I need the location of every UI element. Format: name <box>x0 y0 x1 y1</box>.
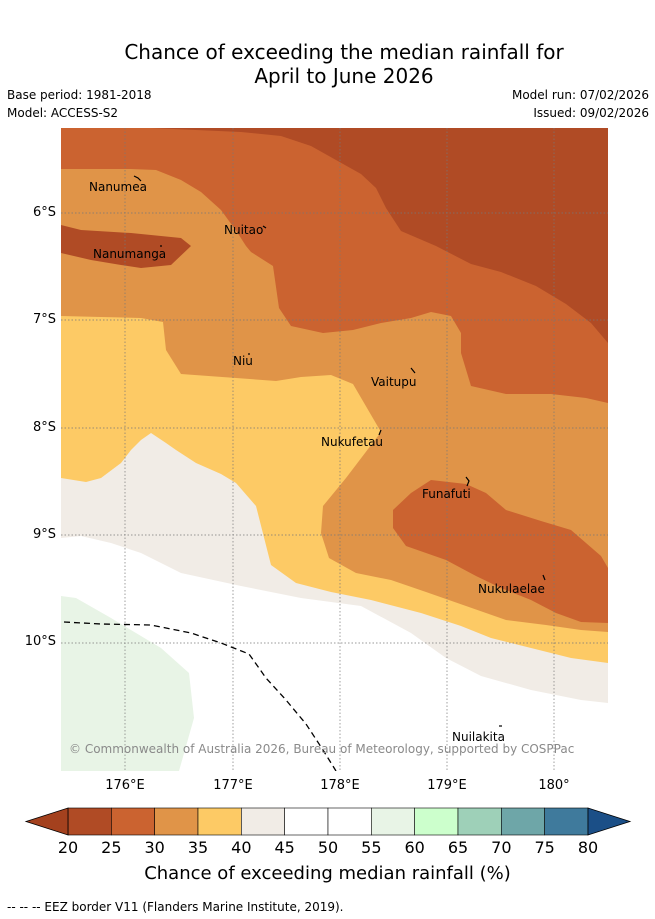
eez-border <box>63 621 337 771</box>
label-vaitupu: Vaitupu <box>371 375 417 389</box>
lon-label-177e: 177°E <box>213 778 253 793</box>
colorbar-tick-label: 25 <box>101 838 122 857</box>
colorbar-cell <box>327 807 372 836</box>
colorbar-tick-label: 65 <box>447 838 469 857</box>
copyright-notice: © Commonwealth of Australia 2026, Bureau… <box>69 742 574 756</box>
lon-label-178e: 178°E <box>320 778 360 793</box>
colorbar-over-arrow <box>587 807 632 836</box>
colorbar-tick-label: 45 <box>274 838 295 857</box>
base-period: Base period: 1981-2018 <box>7 88 152 102</box>
title-line-2: April to June 2026 <box>254 64 434 88</box>
island-nukufetau <box>378 429 382 436</box>
colorbar-tick-label: 80 <box>577 838 599 857</box>
colorbar-svg <box>24 807 632 836</box>
colorbar-tick-label: 30 <box>144 838 165 857</box>
lon-label-176e: 176°E <box>105 778 145 793</box>
island-nanumea <box>133 175 142 182</box>
lat-label-6s: 6°S <box>32 205 56 220</box>
colorbar-cell <box>241 807 285 836</box>
lon-label-179e: 179°E <box>427 778 467 793</box>
colorbar-cell <box>501 807 545 836</box>
colorbar-cell <box>197 807 242 836</box>
label-nuitao: Nuitao <box>224 223 263 237</box>
lon-label-180: 180° <box>538 778 570 793</box>
island-funafuti <box>465 476 470 487</box>
colorbar-under-arrow <box>24 807 69 836</box>
eez-footnote: -- -- -- EEZ border V11 (Flanders Marine… <box>7 900 344 914</box>
colorbar-tick-label: 60 <box>404 838 425 857</box>
colorbar-cell <box>457 807 502 836</box>
island-nuitao <box>262 225 267 229</box>
model-name: Model: ACCESS-S2 <box>7 106 119 120</box>
colorbar-tick-label: 40 <box>231 838 252 857</box>
map-title: Chance of exceeding the median rainfall … <box>0 40 655 88</box>
colorbar-cell <box>414 807 459 836</box>
lat-label-10s: 10°S <box>24 634 56 649</box>
colorbar-cell <box>371 807 415 836</box>
label-nanumea: Nanumea <box>89 180 147 194</box>
island-nukulaelae <box>542 574 546 581</box>
label-nanumanga: Nanumanga <box>93 247 166 261</box>
title-line-1: Chance of exceeding the median rainfall … <box>124 40 564 64</box>
label-nukufetau: Nukufetau <box>321 435 383 449</box>
colorbar-tick-label: 20 <box>57 838 79 857</box>
lat-label-9s: 9°S <box>32 527 56 542</box>
model-run: Model run: 07/02/2026 <box>511 88 649 102</box>
label-nukulaelae: Nukulaelae <box>478 582 545 596</box>
issued-date: Issued: 09/02/2026 <box>533 106 649 120</box>
zone-20-25 <box>151 128 608 343</box>
colorbar-cells <box>67 807 589 836</box>
lat-label-8s: 8°S <box>32 420 56 435</box>
map-canvas: Nanumea Nuitao Nanumanga Niu Vaitupu Nuk… <box>61 128 608 771</box>
lat-label-7s: 7°S <box>32 312 56 327</box>
island-vaitupu <box>410 367 416 374</box>
label-nuilakita: Nuilakita <box>452 730 505 744</box>
rainfall-map: Nanumea Nuitao Nanumanga Niu Vaitupu Nuk… <box>61 128 608 771</box>
colorbar-tick-label: 55 <box>361 838 382 857</box>
colorbar-tick-label: 35 <box>187 838 209 857</box>
colorbar-tick-label: 50 <box>317 838 339 857</box>
colorbar-title: Chance of exceeding median rainfall (%) <box>144 863 511 884</box>
island-marks <box>133 175 546 727</box>
colorbar-tick-label: 75 <box>534 838 555 857</box>
colorbar <box>0 800 655 844</box>
colorbar-cell <box>284 807 329 836</box>
colorbar-tick-label: 70 <box>491 838 512 857</box>
colorbar-cell <box>154 807 199 836</box>
graticule <box>61 128 608 771</box>
zone-20-25-nanumanga <box>61 225 191 268</box>
zone-55-60 <box>61 596 194 771</box>
label-funafuti: Funafuti <box>422 487 471 501</box>
colorbar-cell <box>544 807 589 836</box>
colorbar-cell <box>67 807 112 836</box>
place-labels: Nanumea Nuitao Nanumanga Niu Vaitupu Nuk… <box>89 180 545 744</box>
colorbar-cell <box>111 807 155 836</box>
label-niu: Niu <box>233 354 253 368</box>
